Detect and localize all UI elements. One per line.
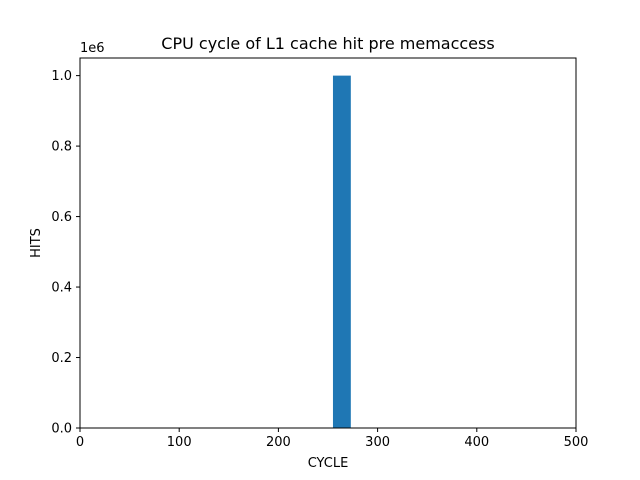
x-tick-label: 200 — [266, 435, 291, 450]
y-tick-label: 0.4 — [51, 281, 72, 296]
histogram-bar — [332, 75, 351, 428]
x-tick-label: 0 — [76, 435, 84, 450]
x-axis-label: CYCLE — [308, 456, 349, 471]
bars-layer — [332, 75, 351, 428]
x-tick-label: 100 — [167, 435, 192, 450]
x-ticks-layer: 0 100 200 300 400 500 — [76, 428, 589, 450]
y-tick-label: 0.0 — [51, 422, 72, 437]
y-tick-label: 0.6 — [51, 210, 72, 225]
x-tick-label: 300 — [365, 435, 390, 450]
y-tick-label: 0.8 — [51, 140, 72, 155]
y-tick-label: 0.2 — [51, 351, 72, 366]
chart-title: CPU cycle of L1 cache hit pre memaccess — [161, 34, 494, 53]
plot-area-frame — [79, 57, 577, 429]
y-axis-label: HITS — [29, 228, 44, 258]
x-tick-label: 400 — [464, 435, 489, 450]
y-offset-label: 1e6 — [80, 41, 105, 56]
y-tick-label: 1.0 — [51, 69, 72, 84]
y-ticks-layer: 0.0 0.2 0.4 0.6 0.8 1.0 — [51, 69, 80, 437]
x-tick-label: 500 — [564, 435, 589, 450]
